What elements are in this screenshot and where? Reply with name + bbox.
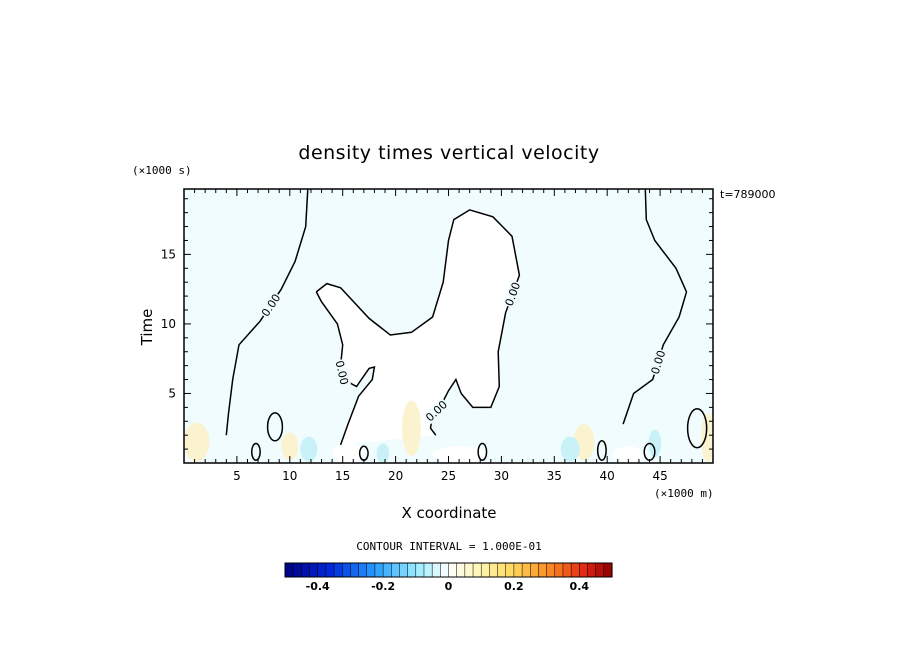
- field-patch: [401, 400, 421, 457]
- contour-blob: [686, 408, 708, 449]
- field-layer: [184, 189, 713, 463]
- contour-layer: [225, 189, 708, 461]
- colorbar-cell: [562, 562, 572, 578]
- colorbar-cell: [292, 562, 302, 578]
- time-stamp: t=789000: [720, 188, 776, 201]
- colorbar-cell: [374, 562, 384, 578]
- field-patch: [300, 436, 318, 462]
- x-tick-label: 30: [494, 469, 509, 483]
- colorbar-cell: [480, 562, 490, 578]
- x-tick-label: 45: [652, 469, 667, 483]
- contour-label-bg: [333, 358, 351, 387]
- colorbar-cell: [595, 562, 605, 578]
- field-patch: [332, 443, 364, 463]
- y-tick-label: 10: [161, 317, 176, 331]
- colorbar-cell: [301, 562, 311, 578]
- field-patch: [184, 422, 210, 462]
- contour-central: [315, 209, 521, 436]
- plot-area: 0.00 0.000.000.000.005 10 15 20 25 30 35 40 45510…: [161, 188, 714, 483]
- colorbar-cell: [309, 562, 319, 578]
- colorbar-cell: [448, 562, 458, 578]
- y-unit-label: (×1000 s): [132, 164, 192, 177]
- colorbar-cell: [546, 562, 556, 578]
- x-tick-label: 10: [282, 469, 297, 483]
- x-tick-label: 15: [335, 469, 350, 483]
- colorbar-cell: [423, 562, 433, 578]
- contour-blob: [250, 442, 261, 461]
- x-tick-label: 40: [600, 469, 615, 483]
- field-patch: [612, 446, 645, 463]
- colorbar: -0.4 -0.2 0 0.2 0.4: [284, 562, 613, 593]
- contour-label-bg: [648, 347, 668, 377]
- colorbar-cell: [333, 562, 343, 578]
- field-patch: [432, 446, 486, 463]
- contour-interval-text: CONTOUR INTERVAL = 1.000E-01: [356, 540, 541, 553]
- colorbar-tick-label: -0.2: [371, 580, 395, 593]
- contour-right: [622, 189, 688, 425]
- colorbar-cell: [407, 562, 417, 578]
- colorbar-cell: [456, 562, 466, 578]
- contour-blob: [266, 412, 284, 442]
- colorbar-cell: [317, 562, 327, 578]
- colorbar-cell: [415, 562, 425, 578]
- colorbar-cell: [505, 562, 515, 578]
- field-patch: [560, 436, 580, 462]
- colorbar-cell: [440, 562, 450, 578]
- colorbar-cell: [497, 562, 507, 578]
- contour-label-bg: [258, 290, 283, 320]
- colorbar-cell: [603, 562, 613, 578]
- colorbar-cell: [513, 562, 523, 578]
- contour-label: 0.00: [333, 359, 351, 386]
- colorbar-cell: [382, 562, 392, 578]
- colorbar-cell: [472, 562, 482, 578]
- colorbar-cell: [579, 562, 589, 578]
- contour-blob: [596, 439, 607, 461]
- x-tick-label: 25: [441, 469, 456, 483]
- contour-label-bg: [422, 397, 450, 425]
- colorbar-cell: [464, 562, 474, 578]
- x-unit-label: (×1000 m): [654, 487, 714, 500]
- colorbar-cell: [358, 562, 368, 578]
- colorbar-cell: [391, 562, 400, 578]
- x-tick-label: 35: [547, 469, 562, 483]
- field-patch: [648, 429, 662, 458]
- x-tick-label: 5: [233, 469, 241, 483]
- field-patch: [281, 432, 299, 461]
- x-axis-label: X coordinate: [401, 504, 496, 522]
- colorbar-frame: [284, 562, 613, 578]
- y-tick-label: 5: [168, 386, 176, 400]
- colorbar-cell: [489, 562, 499, 578]
- colorbar-tick-label: -0.4: [306, 580, 330, 593]
- colorbar-cell: [341, 562, 351, 578]
- colorbar-cell: [284, 562, 294, 578]
- y-axis-label: Time: [138, 309, 156, 347]
- contour-label-bg: [502, 279, 523, 309]
- colorbar-cell: [366, 562, 376, 578]
- colorbar-cell: [554, 562, 564, 578]
- x-tick-label: 20: [388, 469, 403, 483]
- colorbar-tick-label: 0: [445, 580, 453, 593]
- contour-blob: [477, 442, 488, 461]
- contour-central-stem: [315, 291, 376, 446]
- colorbar-cell: [325, 562, 335, 578]
- colorbar-cell: [570, 562, 580, 578]
- colorbar-cell: [431, 562, 441, 578]
- y-tick-label: 15: [161, 247, 176, 261]
- field-patch: [376, 443, 390, 463]
- colorbar-tick-label: 0.2: [504, 580, 524, 593]
- colorbar-tick-label: 0.4: [570, 580, 590, 593]
- colorbar-cell: [521, 562, 531, 578]
- colorbar-cell: [587, 562, 597, 578]
- tick-layer: [184, 189, 713, 463]
- colorbar-cell: [399, 562, 409, 578]
- colorbar-cell: [530, 562, 539, 578]
- colorbar-cell: [538, 562, 548, 578]
- colorbar-cell: [350, 562, 360, 578]
- contour-left: [225, 189, 309, 436]
- chart-title: density times vertical velocity: [298, 142, 599, 164]
- field-patch: [701, 412, 713, 463]
